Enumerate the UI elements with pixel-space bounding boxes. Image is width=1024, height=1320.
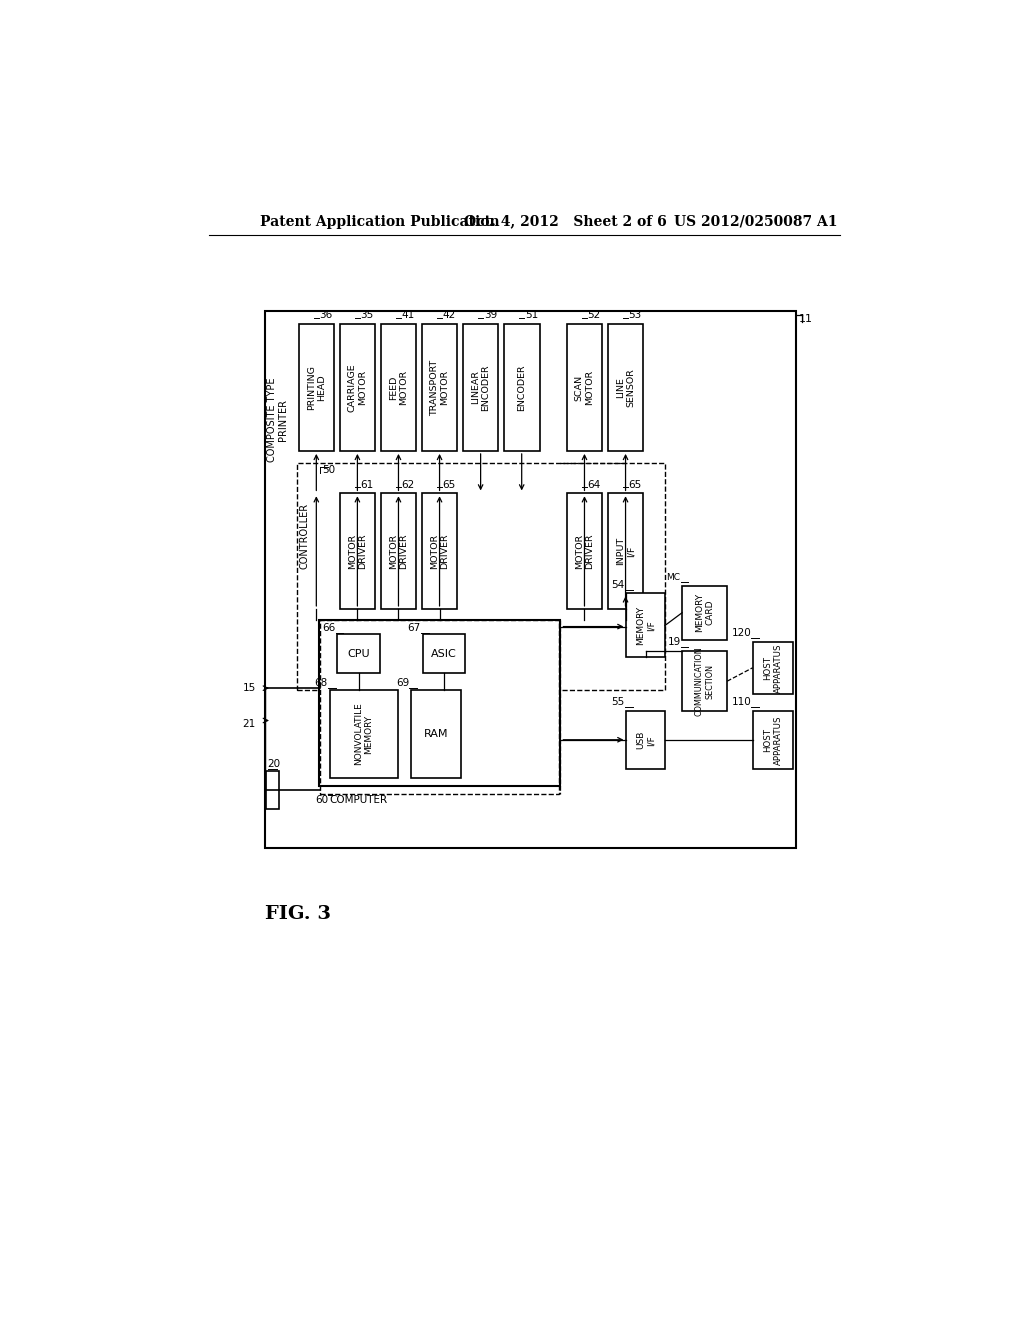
- Bar: [682, 586, 727, 640]
- Text: COMPOSITE TYPE
PRINTER: COMPOSITE TYPE PRINTER: [267, 378, 289, 462]
- Text: COMMUNICATION
SECTION: COMMUNICATION SECTION: [695, 647, 715, 715]
- Text: MEMORY
CARD: MEMORY CARD: [695, 593, 715, 632]
- Bar: [607, 323, 643, 451]
- Text: 66: 66: [323, 623, 336, 632]
- Text: MEMORY
I/F: MEMORY I/F: [636, 606, 655, 645]
- Text: 67: 67: [408, 623, 421, 632]
- Text: 64: 64: [588, 479, 601, 490]
- Bar: [422, 323, 458, 451]
- Text: 35: 35: [360, 310, 374, 321]
- Bar: [753, 642, 793, 693]
- Text: COMPUTER: COMPUTER: [330, 795, 388, 805]
- Text: 62: 62: [401, 479, 415, 490]
- Bar: [504, 323, 540, 451]
- Text: CPU: CPU: [347, 648, 370, 659]
- Text: 36: 36: [319, 310, 333, 321]
- Text: MOTOR
DRIVER: MOTOR DRIVER: [430, 533, 450, 569]
- Text: Oct. 4, 2012   Sheet 2 of 6: Oct. 4, 2012 Sheet 2 of 6: [464, 215, 667, 228]
- Bar: [340, 494, 375, 609]
- Text: CONTROLLER: CONTROLLER: [300, 503, 309, 569]
- Text: 110: 110: [731, 697, 751, 708]
- Text: 65: 65: [442, 479, 456, 490]
- Text: 54: 54: [611, 579, 625, 590]
- Text: 19: 19: [668, 638, 681, 647]
- Text: HOST
APPARATUS: HOST APPARATUS: [763, 715, 782, 764]
- Text: ENCODER: ENCODER: [517, 364, 526, 411]
- Bar: [330, 689, 397, 779]
- Bar: [607, 494, 643, 609]
- Text: 52: 52: [588, 310, 601, 321]
- Text: 39: 39: [483, 310, 497, 321]
- Text: 41: 41: [401, 310, 415, 321]
- Text: LINE
SENSOR: LINE SENSOR: [615, 368, 635, 407]
- Bar: [337, 635, 380, 673]
- Text: FEED
MOTOR: FEED MOTOR: [389, 370, 409, 405]
- Text: 65: 65: [629, 479, 642, 490]
- Bar: [627, 711, 665, 770]
- Text: US 2012/0250087 A1: US 2012/0250087 A1: [675, 215, 838, 228]
- Bar: [566, 494, 602, 609]
- Text: 42: 42: [442, 310, 456, 321]
- Text: MOTOR
DRIVER: MOTOR DRIVER: [348, 533, 367, 569]
- Text: INPUT
I/F: INPUT I/F: [615, 537, 635, 565]
- Bar: [627, 594, 665, 657]
- Text: ASIC: ASIC: [431, 648, 457, 659]
- Text: 61: 61: [360, 479, 374, 490]
- Bar: [266, 771, 280, 809]
- Bar: [381, 323, 417, 451]
- Text: 51: 51: [524, 310, 538, 321]
- Bar: [340, 323, 375, 451]
- Text: NONVOLATILE
MEMORY: NONVOLATILE MEMORY: [354, 702, 374, 766]
- Text: MC: MC: [667, 573, 681, 582]
- Text: 53: 53: [629, 310, 642, 321]
- Bar: [319, 620, 560, 785]
- Bar: [682, 651, 727, 711]
- Text: 55: 55: [611, 697, 625, 708]
- Text: FIG. 3: FIG. 3: [265, 906, 331, 923]
- Text: 120: 120: [731, 628, 751, 638]
- Bar: [566, 323, 602, 451]
- Bar: [299, 323, 334, 451]
- Bar: [463, 323, 499, 451]
- Text: MOTOR
DRIVER: MOTOR DRIVER: [574, 533, 594, 569]
- Text: 60: 60: [314, 795, 328, 805]
- Bar: [297, 462, 665, 689]
- Text: 20: 20: [267, 759, 281, 770]
- Text: 15: 15: [243, 684, 256, 693]
- Bar: [381, 494, 417, 609]
- Bar: [265, 312, 796, 849]
- Bar: [423, 635, 465, 673]
- Bar: [753, 711, 793, 770]
- Text: CARRIAGE
MOTOR: CARRIAGE MOTOR: [348, 363, 367, 412]
- Text: USB
I/F: USB I/F: [636, 731, 655, 750]
- Text: SCAN
MOTOR: SCAN MOTOR: [574, 370, 594, 405]
- Text: 69: 69: [396, 678, 410, 688]
- Text: 68: 68: [314, 678, 328, 688]
- Text: MOTOR
DRIVER: MOTOR DRIVER: [389, 533, 409, 569]
- Bar: [422, 494, 458, 609]
- Text: Patent Application Publication: Patent Application Publication: [260, 215, 500, 228]
- Bar: [411, 689, 461, 779]
- Text: HOST
APPARATUS: HOST APPARATUS: [763, 643, 782, 693]
- Text: RAM: RAM: [424, 729, 449, 739]
- Text: 21: 21: [243, 719, 256, 730]
- Text: LINEAR
ENCODER: LINEAR ENCODER: [471, 364, 490, 411]
- Text: 50: 50: [322, 465, 335, 475]
- Bar: [321, 620, 559, 793]
- Text: TRANSPORT
MOTOR: TRANSPORT MOTOR: [430, 359, 450, 416]
- Text: PRINTING
HEAD: PRINTING HEAD: [306, 366, 326, 411]
- Text: 11: 11: [799, 314, 812, 323]
